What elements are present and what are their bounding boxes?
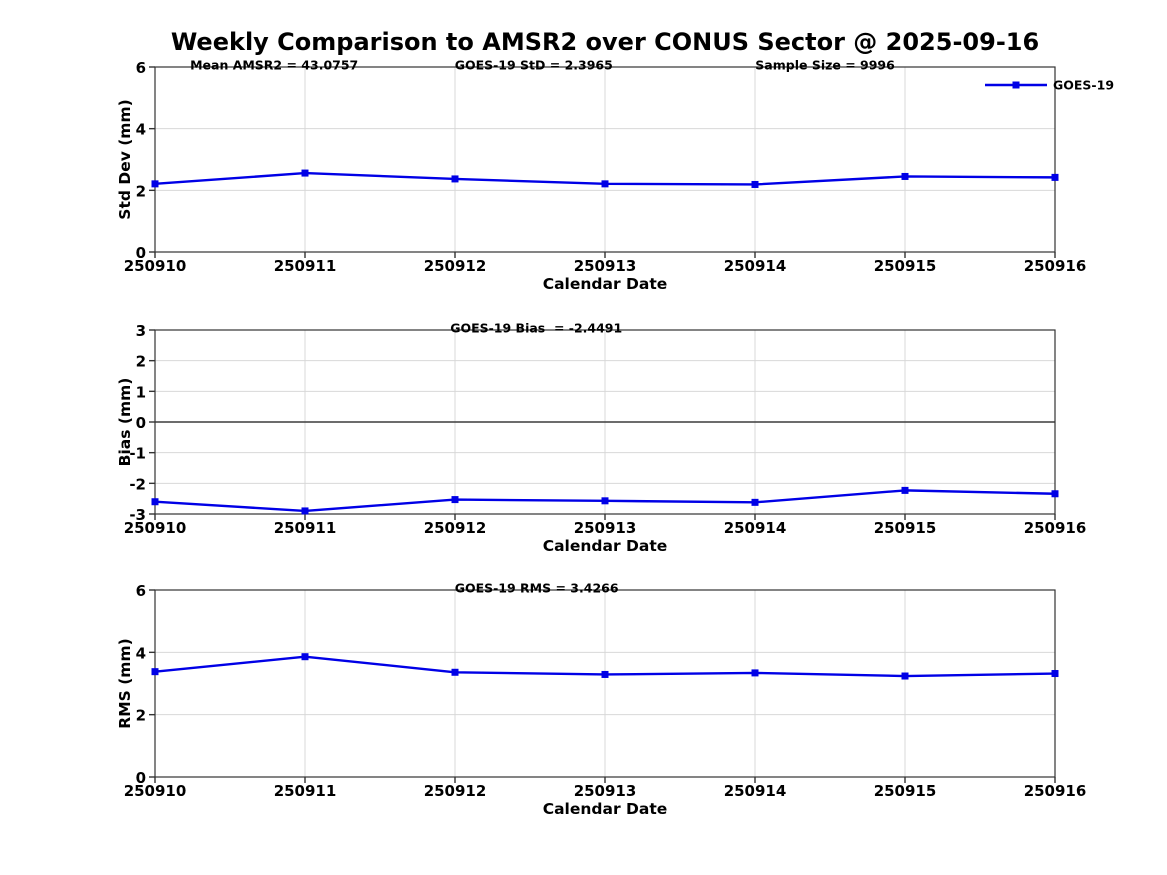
data-point-marker [301,653,309,661]
y-tick-label: 0 [136,244,146,262]
x-tick-label: 250910 [124,519,187,537]
x-tick-label: 250912 [424,782,487,800]
x-tick-label: 250913 [574,782,637,800]
y-tick-label: -3 [129,506,146,524]
annotation-text: Sample Size = 9996 [755,58,895,73]
y-axis-label: RMS (mm) [116,638,134,728]
data-point-marker [751,498,759,506]
x-tick-label: 250914 [724,257,787,275]
x-tick-label: 250910 [124,782,187,800]
annotation-text: GOES-19 Bias = -2.4491 [450,321,622,336]
x-tick-label: 250913 [574,519,637,537]
data-point-marker [601,670,609,678]
y-tick-label: 1 [136,383,146,401]
y-tick-label: 2 [136,182,146,200]
annotation-text: GOES-19 StD = 2.3965 [455,58,613,73]
y-tick-label: -1 [129,445,146,463]
y-axis-label: Bias (mm) [116,378,134,467]
data-point-marker [751,180,759,188]
data-point-marker [301,169,309,177]
data-point-marker [1051,173,1059,181]
data-point-marker [451,668,459,676]
annotation-text: Mean AMSR2 = 43.0757 [190,58,358,73]
data-point-marker [751,669,759,677]
x-tick-label: 250915 [874,782,937,800]
x-tick-label: 250913 [574,257,637,275]
data-point-marker [451,175,459,183]
x-tick-label: 250915 [874,519,937,537]
data-point-marker [901,486,909,494]
y-tick-label: 6 [136,582,146,600]
data-point-marker [451,496,459,504]
y-tick-label: 0 [136,769,146,787]
x-tick-label: 250914 [724,782,787,800]
legend-marker-sample [1012,81,1020,89]
y-axis-label: Std Dev (mm) [116,99,134,219]
x-tick-label: 250916 [1024,257,1087,275]
x-axis-label: Calendar Date [543,537,668,555]
data-point-marker [151,668,159,676]
x-tick-label: 250911 [274,782,337,800]
y-tick-label: 4 [136,644,146,662]
data-point-marker [301,507,309,515]
y-tick-label: 2 [136,353,146,371]
chart-title: Weekly Comparison to AMSR2 over CONUS Se… [170,28,1040,56]
y-tick-label: -2 [129,475,146,493]
data-point-marker [1051,670,1059,678]
annotation-text: GOES-19 RMS = 3.4266 [455,581,619,596]
x-axis-label: Calendar Date [543,800,668,818]
x-tick-label: 250910 [124,257,187,275]
data-point-marker [601,497,609,505]
x-tick-label: 250914 [724,519,787,537]
y-tick-label: 2 [136,707,146,725]
x-tick-label: 250912 [424,257,487,275]
data-point-marker [1051,490,1059,498]
data-point-marker [151,180,159,188]
x-tick-label: 250916 [1024,782,1087,800]
x-tick-label: 250916 [1024,519,1087,537]
y-tick-label: 3 [136,322,146,340]
y-tick-label: 0 [136,414,146,432]
data-point-marker [151,498,159,506]
data-point-marker [901,672,909,680]
data-point-marker [601,180,609,188]
x-tick-label: 250915 [874,257,937,275]
y-tick-label: 4 [136,121,146,139]
x-tick-label: 250912 [424,519,487,537]
x-axis-label: Calendar Date [543,275,668,293]
data-point-marker [901,172,909,180]
y-tick-label: 6 [136,59,146,77]
legend-label: GOES-19 [1053,78,1114,93]
x-tick-label: 250911 [274,257,337,275]
x-tick-label: 250911 [274,519,337,537]
